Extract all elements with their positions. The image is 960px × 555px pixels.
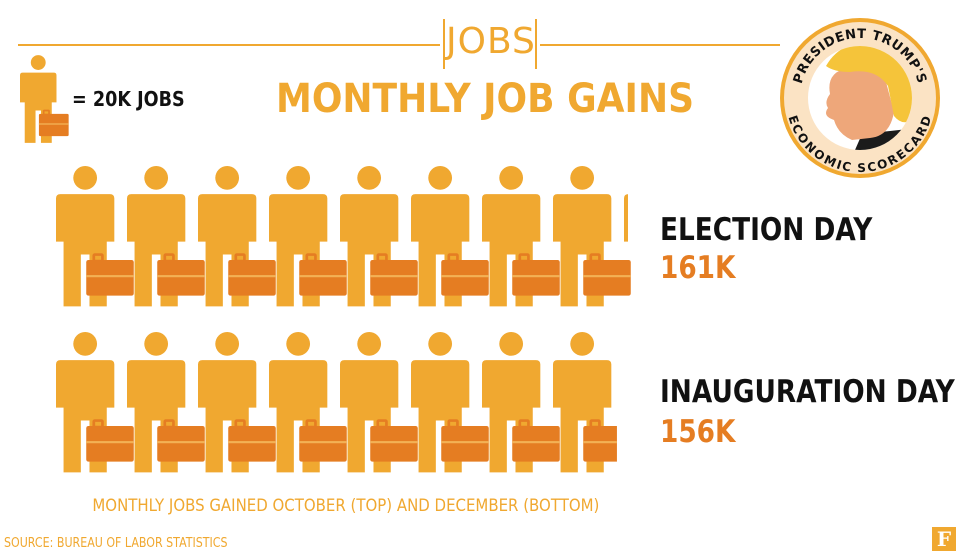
- pictogram-unit: [340, 166, 418, 307]
- brand-logo: F: [932, 527, 956, 551]
- pictogram-unit: [411, 166, 489, 307]
- pictogram-unit: [127, 166, 205, 307]
- key-label: = 20K JOBS: [72, 87, 185, 111]
- source-note: SOURCE: BUREAU OF LABOR STATISTICS: [4, 536, 228, 551]
- header-rule-right: [540, 44, 780, 46]
- pictogram-unit: [411, 332, 489, 473]
- series-value-inauguration-day: 156K: [660, 414, 736, 450]
- pictogram-unit: [624, 194, 628, 242]
- pictogram-unit: [553, 332, 617, 473]
- pictogram-unit: [340, 332, 418, 473]
- header-divider-left: [443, 19, 445, 69]
- series-name-inauguration-day: INAUGURATION DAY: [660, 374, 955, 410]
- series-name-election-day: ELECTION DAY: [660, 212, 873, 248]
- header-rule-left: [18, 44, 440, 46]
- pictogram-unit: [56, 166, 134, 307]
- pictogram-row-inauguration-day: [56, 332, 617, 473]
- series-value-election-day: 161K: [660, 250, 736, 286]
- pictogram-row-election-day: [56, 166, 631, 307]
- chart-caption: MONTHLY JOBS GAINED OCTOBER (TOP) AND DE…: [92, 496, 600, 516]
- pictogram-unit: [127, 332, 205, 473]
- header-divider-right: [535, 19, 537, 69]
- pictogram-unit: [269, 166, 347, 307]
- pictogram-unit: [198, 332, 276, 473]
- pictogram-unit: [482, 166, 560, 307]
- pictogram-unit: [198, 166, 276, 307]
- pictogram-unit: [269, 332, 347, 473]
- pictogram-unit: [553, 166, 631, 307]
- chart-title: MONTHLY JOB GAINS: [275, 76, 694, 122]
- economic-scorecard-badge: PRESIDENT TRUMP'S ECONOMIC SCORECARD: [780, 18, 940, 178]
- worker-with-briefcase-icon: [20, 55, 69, 143]
- section-label: JOBS: [446, 21, 536, 62]
- pictogram-unit: [482, 332, 560, 473]
- pictogram-unit: [56, 332, 134, 473]
